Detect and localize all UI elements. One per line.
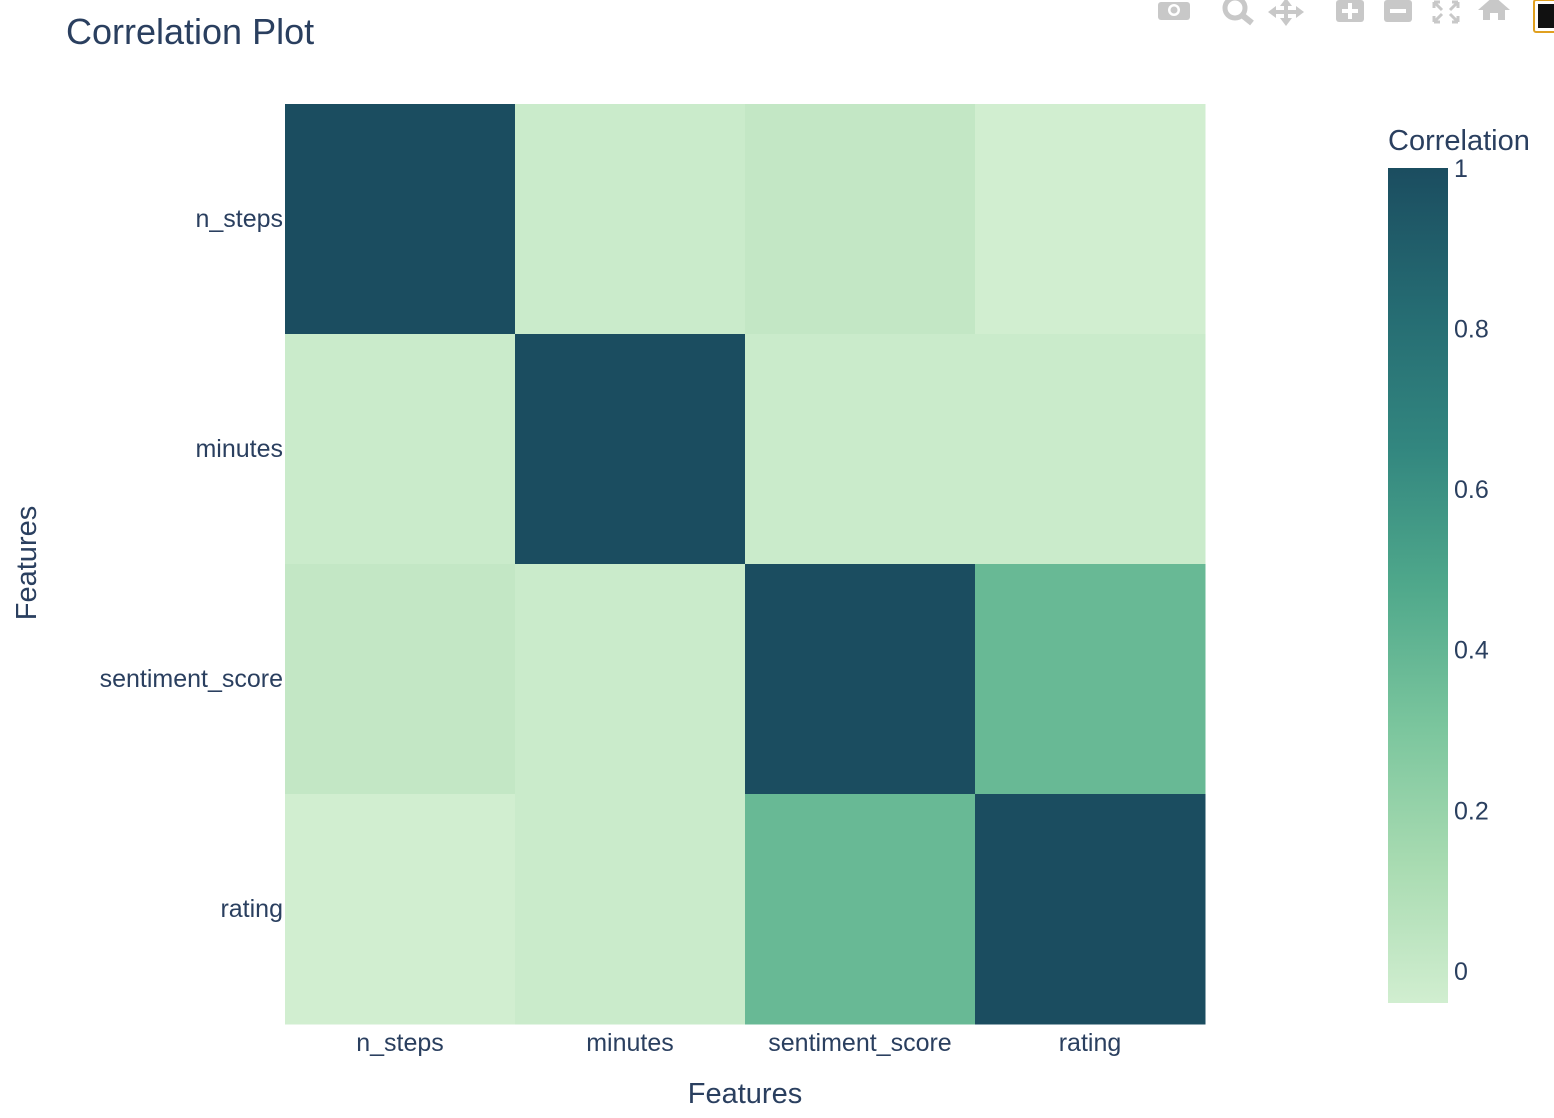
heatmap-cell-rating-rating[interactable] [975,794,1206,1025]
y-tick-label: n_steps [195,205,283,233]
colorbar-ticks: 0 0.2 0.4 0.6 0.8 1 [1454,155,1489,986]
heatmap-cell-n_steps-rating[interactable] [975,104,1206,335]
y-tick-label: minutes [195,435,283,463]
x-axis-ticks: n_steps minutes sentiment_score rating [356,1029,1121,1057]
y-tick-label: sentiment_score [100,665,283,693]
pan-icon[interactable] [1268,0,1304,26]
y-axis-title: Features [11,506,43,620]
zoom-in-icon[interactable] [1336,0,1364,22]
heatmap-cell-sentiment_score-sentiment_score[interactable] [745,564,976,795]
colorbar-tick-label: 0.2 [1454,797,1489,825]
modebar [1158,0,1554,33]
colorbar-tick-label: 0.4 [1454,637,1489,665]
x-tick-label: n_steps [356,1029,444,1057]
heatmap-cell-n_steps-n_steps[interactable] [285,104,516,335]
colorbar-tick-label: 0.8 [1454,316,1489,344]
colorbar-title: Correlation [1388,125,1530,157]
colorbar-tick-label: 0 [1454,958,1468,986]
x-tick-label: minutes [586,1029,674,1057]
chart-title: Correlation Plot [66,11,314,52]
x-axis-title: Features [688,1078,802,1110]
zoom-icon[interactable] [1222,0,1254,26]
colorbar-tick-label: 1 [1454,155,1468,183]
heatmap-cell-sentiment_score-rating[interactable] [975,564,1206,795]
heatmap-cell-minutes-minutes[interactable] [515,334,746,565]
x-tick-label: rating [1059,1029,1122,1057]
heatmap-cell-n_steps-sentiment_score[interactable] [745,104,976,335]
autoscale-icon[interactable] [1432,0,1460,24]
y-tick-label: rating [220,895,283,923]
heatmap-cell-rating-n_steps[interactable] [285,794,516,1025]
heatmap-cell-rating-sentiment_score[interactable] [745,794,976,1025]
zoom-out-icon[interactable] [1384,0,1412,22]
x-tick-label: sentiment_score [768,1029,951,1057]
heatmap-cell-rating-minutes[interactable] [515,794,746,1025]
heatmap-cell-sentiment_score-n_steps[interactable] [285,564,516,795]
heatmap-cell-minutes-n_steps[interactable] [285,334,516,565]
heatmap-cell-minutes-sentiment_score[interactable] [745,334,976,565]
camera-icon[interactable] [1158,2,1190,20]
heatmap-cell-minutes-rating[interactable] [975,334,1206,565]
heatmap-cell-sentiment_score-minutes[interactable] [515,564,746,795]
home-icon[interactable] [1478,0,1510,20]
plotly-logo-icon[interactable] [1533,0,1554,33]
colorbar [1388,168,1448,1003]
heatmap-cell-n_steps-minutes[interactable] [515,104,746,335]
colorbar-tick-label: 0.6 [1454,476,1489,504]
heatmap-cells [285,104,1206,1025]
